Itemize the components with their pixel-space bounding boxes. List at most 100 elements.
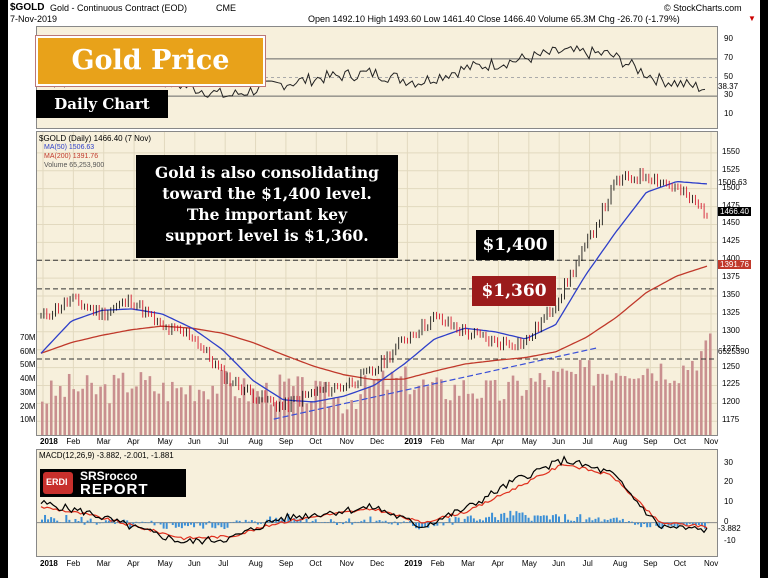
volume-bar (323, 382, 327, 435)
volume-bar (76, 391, 80, 435)
macd-histogram-bar (551, 515, 554, 523)
volume-bar (144, 380, 147, 435)
macd-histogram-bar (396, 522, 399, 526)
volume-bar (49, 380, 53, 435)
logo-top-text: SRSrocco (80, 469, 138, 483)
trend-line (273, 346, 599, 420)
macd-histogram-bar (503, 512, 506, 523)
volume-bar (162, 382, 165, 435)
volume-bar (345, 409, 349, 435)
volume-bar (543, 379, 546, 435)
macd-histogram-bar (290, 521, 293, 523)
volume-bar (179, 387, 183, 435)
month-axis-label: Feb (66, 437, 81, 446)
volume-bar (440, 379, 443, 435)
volume-tick-label: 70M (20, 332, 36, 342)
macd-histogram-bar (226, 522, 229, 528)
macd-histogram-bar (612, 517, 615, 523)
macd-histogram-bar (98, 522, 101, 524)
macd-histogram-bar (655, 522, 658, 526)
volume-bar (525, 390, 528, 435)
volume-tick-label: 20M (20, 401, 36, 411)
macd-histogram-bar (156, 522, 159, 524)
macd-tick-label: 30 (724, 457, 733, 467)
macd-histogram-bar (141, 521, 144, 523)
macd-histogram-bar (703, 522, 706, 529)
symbol-label: $GOLD (10, 2, 45, 13)
macd-histogram-bar (83, 522, 86, 525)
macd-histogram-bar (354, 521, 357, 523)
volume-bar (112, 374, 116, 435)
macd-histogram-bar (539, 515, 542, 523)
volume-bar (45, 403, 49, 435)
macd-histogram-bar (609, 518, 612, 523)
month-axis-label: Jun (552, 559, 566, 568)
volume-bar (417, 385, 421, 435)
rsi-tick-label: 70 (724, 52, 733, 62)
month-axis-label: May (157, 437, 173, 446)
volume-bar (260, 397, 264, 435)
macd-panel (36, 449, 718, 557)
year-axis-label: 2018 (40, 559, 58, 568)
price-tick-label: 1250 (722, 361, 740, 371)
volume-bar (372, 379, 376, 435)
macd-histogram-bar (421, 522, 424, 528)
macd-histogram-bar (256, 522, 259, 525)
rsi-tick-label: 90 (724, 34, 733, 44)
srsrocco-logo: ERDI SRSrocco REPORT (40, 469, 186, 498)
macd-histogram-bar (500, 513, 503, 523)
price-tick-label: 1300 (722, 325, 740, 335)
rsi-tick-label: 10 (724, 108, 733, 118)
macd-histogram-bar (418, 522, 421, 530)
macd-histogram-bar (573, 520, 576, 523)
macd-histogram-bar (305, 518, 308, 523)
macd-histogram-bar (44, 514, 47, 523)
macd-histogram-bar (150, 520, 153, 523)
volume-bar (448, 400, 452, 435)
macd-histogram-bar (445, 522, 448, 523)
month-axis-label: Apr (127, 437, 140, 446)
volume-tick-label: 50M (20, 360, 36, 370)
macd-histogram-bar (77, 521, 80, 523)
volume-bar (700, 351, 703, 435)
note-line: toward the $1,400 level. (162, 184, 372, 203)
ma200-line (40, 265, 708, 381)
month-axis-label: May (521, 559, 537, 568)
macd-histogram-bar (384, 520, 387, 523)
price-tick-label: 1550 (722, 146, 740, 156)
volume-bar (534, 381, 537, 435)
volume-bar (511, 375, 515, 435)
volume-bar (278, 374, 282, 435)
close-value-label: 1466.40 (718, 206, 751, 216)
rsi-value-label: 38.37 (718, 82, 739, 92)
volume-bar (157, 393, 161, 435)
macd-tick-label: 0 (724, 516, 729, 526)
volume-bar (655, 380, 658, 435)
macd-histogram-bar (299, 518, 302, 523)
volume-bar (605, 374, 609, 435)
month-axis-label: Apr (127, 559, 140, 568)
macd-histogram-bar (606, 520, 609, 523)
macd-histogram-bar (332, 521, 335, 523)
volume-bar (63, 396, 67, 435)
macd-histogram-bar (56, 520, 59, 523)
macd-histogram-bar (436, 522, 439, 526)
volume-bar (691, 360, 694, 435)
macd-histogram-bar (281, 518, 284, 523)
month-axis-label: Feb (430, 437, 445, 446)
volume-bar (547, 387, 551, 435)
macd-histogram-bar (360, 521, 363, 523)
macd-histogram-bar (472, 518, 475, 523)
volume-bar (632, 378, 636, 435)
volume-bar (619, 375, 622, 435)
volume-bar (336, 397, 340, 435)
macd-histogram-bar (183, 522, 186, 526)
price-tick-label: 1350 (722, 290, 740, 300)
macd-histogram-bar (323, 521, 326, 523)
month-axis-label: Jul (218, 437, 229, 446)
macd-histogram-bar (41, 519, 43, 523)
price-tick-label: 1425 (722, 236, 740, 246)
macd-line (40, 455, 708, 545)
macd-histogram-bar (147, 522, 150, 524)
volume-bar (673, 380, 676, 435)
